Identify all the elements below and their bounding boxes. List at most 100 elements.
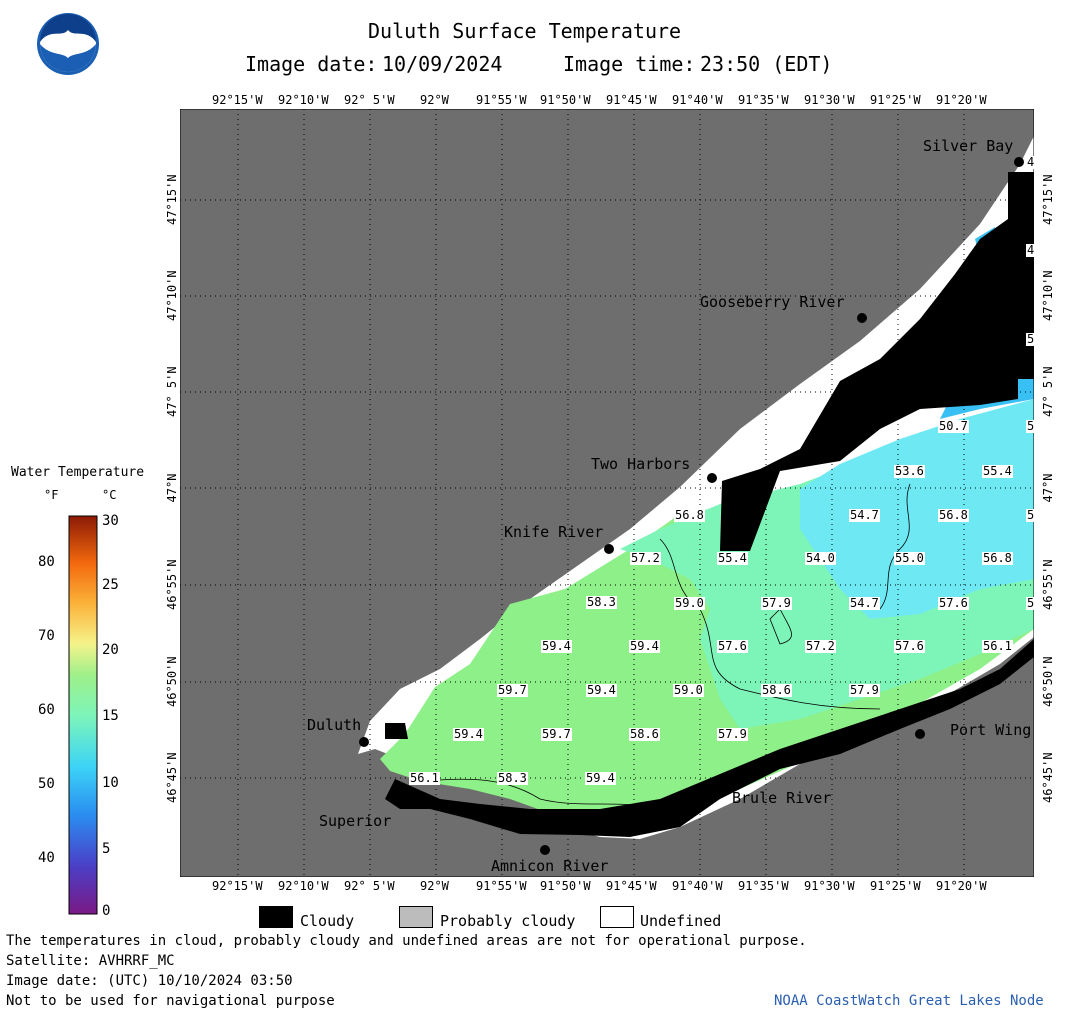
legend-colorbar [68,515,98,915]
legend-c-tick: 20 [102,642,119,658]
lon-label: 91°50'W [540,879,591,893]
legend-f-tick: 80 [38,554,55,570]
temp-label: 56.8 [938,508,969,522]
legend-f-tick: 40 [38,850,55,866]
lon-label: 91°55'W [476,879,527,893]
temp-label: 55.0 [894,551,925,565]
lon-label: 91°55'W [476,93,527,107]
temp-label: 59.7 [541,727,572,741]
lon-label: 91°45'W [606,93,657,107]
place-label-duluth: Duluth [307,716,362,734]
legend-c-tick: 0 [102,903,111,919]
lon-label: 91°30'W [804,879,855,893]
temp-label: 56.1 [982,639,1013,653]
temp-label: 56.8 [674,508,705,522]
place-label-brule: Brule River [732,789,832,807]
temp-label: 53.6 [894,464,925,478]
temp-label: 55.4 [982,464,1013,478]
lon-label: 92°15'W [212,879,263,893]
lon-label: 92°W [420,93,449,107]
temperature-map [180,109,1034,877]
gooseberry-marker [857,313,867,323]
cloudy-label: Cloudy [300,912,355,930]
place-label-knife-river: Knife River [504,523,604,541]
temp-label: 57.2 [630,551,661,565]
amnicon-marker [540,845,550,855]
legend-c-tick: 25 [102,577,119,593]
temp-label: 57.6 [894,639,925,653]
undefined-swatch [600,906,634,928]
duluth-marker [359,737,369,747]
temp-label: 56.8 [982,551,1013,565]
page-title: Duluth Surface Temperature [368,19,682,43]
temp-label: 57.9 [849,683,880,697]
knife-river-marker [604,544,614,554]
temp-label: 59.4 [541,639,572,653]
temp-label: 57.9 [761,596,792,610]
temp-label: 58.6 [629,727,660,741]
legend-c-tick: 30 [102,513,119,529]
lon-label: 91°50'W [540,93,591,107]
isotherms [419,483,911,810]
temp-label: 57.6 [938,596,969,610]
cloud-area-north [720,172,1034,551]
temp-label: 54.7 [849,508,880,522]
lon-label: 92°W [420,879,449,893]
lon-label: 91°25'W [870,879,921,893]
utc-date-text: Image date: (UTC) 10/10/2024 03:50 [6,973,293,989]
water-cool-area [800,399,1034,619]
lon-label: 92°10'W [278,93,329,107]
place-label-amnicon: Amnicon River [491,857,609,875]
edge-label: 5 [1026,419,1036,433]
temp-label: 59.4 [586,683,617,697]
place-label-gooseberry: Gooseberry River [700,293,845,311]
lon-label: 91°20'W [936,93,987,107]
satellite-text: Satellite: AVHRRF_MC [6,953,175,969]
legend-title: Water Temperature [11,465,145,480]
disclaimer-text: The temperatures in cloud, probably clou… [6,933,807,949]
temp-label: 59.4 [629,639,660,653]
temp-label: 50.7 [938,419,969,433]
port-wing-marker [915,729,925,739]
legend-c-tick: 5 [102,841,111,857]
lon-label: 92° 5'W [344,879,395,893]
temp-label: 57.6 [717,639,748,653]
edge-label: 4 [1026,155,1036,169]
graticule [180,109,1034,877]
lon-label: 91°30'W [804,93,855,107]
probably-cloudy-swatch [399,906,433,928]
place-label-two-harbors: Two Harbors [591,455,691,473]
image-time-label: Image time: [563,52,696,76]
noaa-logo: NOAA [37,13,99,75]
temp-label: 57.9 [717,727,748,741]
lon-label: 91°40'W [672,879,723,893]
two-harbors-marker [707,473,717,483]
silver-bay-marker [1014,157,1024,167]
navigation-warning: Not to be used for navigational purpose [6,993,335,1009]
temp-label: 59.4 [453,727,484,741]
temp-label: 59.7 [497,683,528,697]
place-label-port-wing: Port Wing [950,721,1032,739]
edge-label: 5 [1026,508,1036,522]
temp-label: 59.0 [674,596,705,610]
temp-label: 58.3 [497,771,528,785]
place-label-silver-bay: Silver Bay [923,137,1014,155]
legend-unit-c: °C [102,488,117,502]
edge-label: 5 [1026,596,1036,610]
cloudy-swatch [259,906,293,928]
temp-label: 58.3 [586,595,617,609]
credit-text: NOAA CoastWatch Great Lakes Node [774,993,1044,1009]
probably-cloudy-label: Probably cloudy [440,912,576,930]
temp-label: 57.2 [805,639,836,653]
lon-label: 91°45'W [606,879,657,893]
legend-c-tick: 15 [102,708,119,724]
temp-label: 55.4 [717,551,748,565]
lon-label: 92°15'W [212,93,263,107]
undefined-label: Undefined [640,912,722,930]
temp-label: 54.0 [805,551,836,565]
legend-c-tick: 10 [102,775,119,791]
temp-label: 58.6 [761,683,792,697]
cloud-area-duluth [385,723,408,739]
temp-label: 54.7 [849,596,880,610]
